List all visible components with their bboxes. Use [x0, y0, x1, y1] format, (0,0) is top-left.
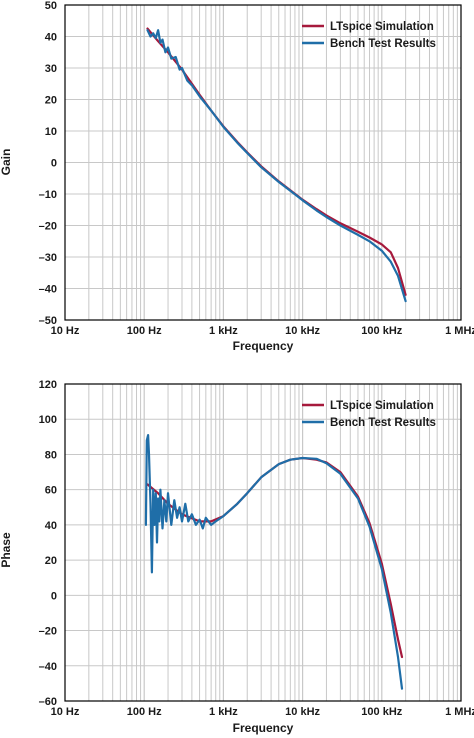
y-axis-label: Gain [0, 149, 13, 176]
y-tick-label: –30 [39, 252, 57, 264]
x-tick-label: 10 Hz [51, 706, 80, 718]
x-tick-label: 1 kHz [209, 325, 238, 337]
series-line-bench-test-results [144, 434, 404, 690]
y-tick-label: 0 [51, 158, 57, 170]
x-axis-label: Frequency [233, 721, 294, 735]
y-axis-label: Phase [0, 532, 13, 568]
y-tick-label: 0 [51, 590, 57, 602]
y-tick-label: –20 [39, 626, 57, 638]
y-tick-label: 30 [45, 63, 57, 75]
legend-label-ltspice-simulation: LTspice Simulation [330, 21, 434, 33]
y-tick-label: 80 [45, 449, 57, 461]
y-tick-label: 120 [39, 379, 57, 391]
legend-label-bench-test-results: Bench Test Results [330, 417, 436, 429]
x-tick-label: 1 MHz [445, 325, 474, 337]
x-tick-label: 1 MHz [445, 706, 474, 718]
y-tick-label: –40 [39, 661, 57, 673]
plot-frame [64, 383, 462, 702]
y-tick-label: –40 [39, 284, 57, 296]
legend-label-ltspice-simulation: LTspice Simulation [330, 400, 434, 412]
y-tick-label: 50 [45, 0, 57, 12]
legend-label-bench-test-results: Bench Test Results [330, 38, 436, 50]
y-tick-label: 100 [39, 414, 57, 426]
plot-frame [64, 4, 462, 321]
y-tick-label: –60 [39, 696, 57, 708]
y-tick-label: –50 [39, 315, 57, 327]
y-tick-label: 10 [45, 126, 57, 138]
x-tick-label: 100 Hz [127, 706, 162, 718]
y-tick-label: 20 [45, 555, 57, 567]
x-tick-label: 1 kHz [209, 706, 238, 718]
x-tick-label: 10 Hz [51, 325, 80, 337]
series-line-bench-test-results [146, 29, 407, 303]
x-tick-label: 100 kHz [361, 706, 402, 718]
series-line-ltspice-simulation [146, 27, 407, 296]
x-tick-label: 100 kHz [361, 325, 402, 337]
y-tick-label: –10 [39, 189, 57, 201]
x-tick-label: 10 kHz [285, 706, 320, 718]
y-tick-label: 20 [45, 95, 57, 107]
y-tick-label: 40 [45, 520, 57, 532]
y-tick-label: 40 [45, 32, 57, 44]
x-tick-label: 10 kHz [285, 325, 320, 337]
x-axis-label: Frequency [233, 339, 294, 353]
y-tick-label: –20 [39, 221, 57, 233]
legend: LTspice Simulation Bench Test Results [302, 21, 436, 50]
y-tick-label: 60 [45, 485, 57, 497]
legend: LTspice Simulation Bench Test Results [302, 400, 436, 429]
x-tick-label: 100 Hz [127, 325, 162, 337]
